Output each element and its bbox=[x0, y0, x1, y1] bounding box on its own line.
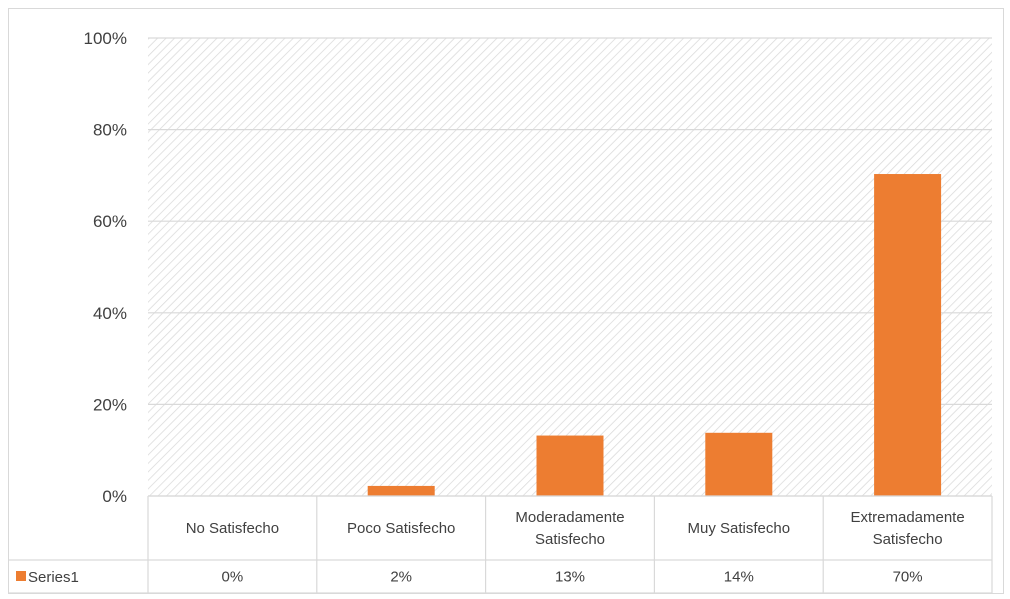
legend-label: Series1 bbox=[28, 569, 79, 586]
category-label: Extremadamente bbox=[850, 509, 964, 526]
category-label: No Satisfecho bbox=[186, 520, 279, 537]
data-label: 2% bbox=[390, 569, 412, 586]
category-label: Satisfecho bbox=[873, 531, 943, 548]
bar bbox=[874, 174, 942, 496]
category-label: Moderadamente bbox=[515, 509, 624, 526]
y-tick-label: 100% bbox=[84, 29, 127, 48]
data-label: 0% bbox=[222, 569, 244, 586]
y-tick-label: 60% bbox=[93, 212, 127, 231]
bar bbox=[367, 485, 435, 496]
y-tick-label: 0% bbox=[102, 487, 127, 506]
category-label: Muy Satisfecho bbox=[688, 520, 791, 537]
legend-swatch bbox=[16, 571, 26, 581]
y-tick-label: 80% bbox=[93, 121, 127, 140]
y-tick-label: 20% bbox=[93, 395, 127, 414]
data-label: 14% bbox=[724, 569, 754, 586]
category-label: Satisfecho bbox=[535, 531, 605, 548]
plot-area bbox=[148, 38, 992, 496]
bar bbox=[536, 435, 604, 496]
category-label: Poco Satisfecho bbox=[347, 520, 455, 537]
y-tick-label: 40% bbox=[93, 304, 127, 323]
bar bbox=[705, 432, 773, 496]
data-label: 70% bbox=[893, 569, 923, 586]
data-label: 13% bbox=[555, 569, 585, 586]
